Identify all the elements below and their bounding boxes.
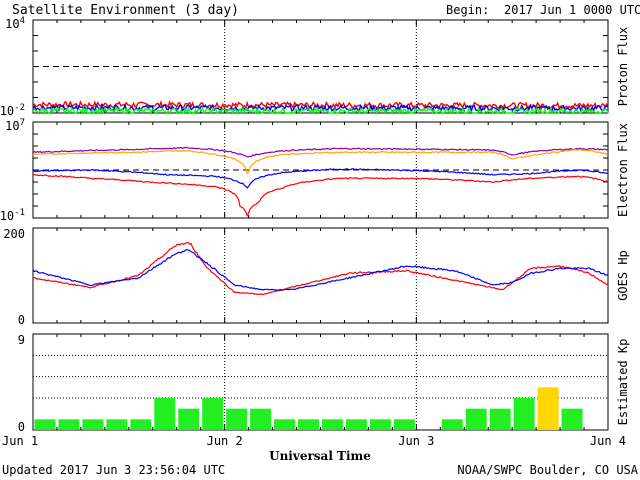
series-electron-blue (32, 168, 609, 189)
kp-bar (226, 408, 248, 430)
y-tick-label-top: 9 (18, 333, 25, 347)
x-tick-label: Jun 3 (398, 434, 434, 448)
kp-bar (202, 398, 224, 430)
y-tick-label-bottom: 0 (18, 313, 25, 327)
y-tick-label-bottom: 10-1 (0, 208, 25, 223)
y-tick-label-top: 200 (3, 227, 25, 241)
panel-goes: 200 0 GOES Hp (3, 227, 630, 327)
panel-kp: 9 0 Estimated Kp (18, 333, 630, 434)
begin-value: 2017 Jun 1 0000 UTC (504, 3, 640, 17)
x-tick-label: Jun 1 (2, 434, 38, 448)
kp-bar (561, 408, 583, 430)
kp-bar (82, 419, 104, 430)
series-goes-red (32, 242, 608, 296)
kp-bar (441, 419, 463, 430)
y-tick-label-top: 104 (5, 16, 25, 31)
series-electron-orange (32, 148, 609, 175)
kp-bar (130, 419, 152, 430)
updated-label: Updated 2017 Jun (2, 463, 118, 477)
kp-bar (537, 387, 559, 430)
panel-ylabel-electron: Electron Flux (616, 123, 630, 217)
credit-text: NOAA/SWPC Boulder, CO USA (457, 463, 638, 477)
plot-title: Satellite Environment (3 day) (12, 3, 239, 18)
x-axis-ticks: Jun 1 Jun 2 Jun 3 Jun 4 (2, 434, 626, 448)
series-goes-blue (32, 248, 609, 291)
panel-ylabel-proton: Proton Flux (616, 27, 630, 106)
kp-bar (322, 419, 343, 430)
x-axis-label: Universal Time (269, 449, 371, 463)
y-tick-label-top: 107 (5, 118, 25, 133)
kp-bar (513, 398, 535, 430)
kp-bar (58, 419, 80, 430)
kp-bar (178, 408, 200, 430)
kp-bar (369, 419, 391, 430)
panel-ylabel-goes: GOES Hp (616, 250, 630, 301)
kp-bar (298, 419, 319, 430)
x-tick-label: Jun 4 (590, 434, 626, 448)
y-tick-label-bottom: 0 (18, 420, 25, 434)
panel-frame (32, 19, 609, 114)
kp-bar (154, 398, 176, 430)
kp-bar (465, 408, 487, 430)
panel-electron: 107 10-1 Electron Flux (0, 118, 630, 223)
kp-bar (34, 419, 56, 430)
kp-bar (106, 419, 128, 430)
kp-bar (274, 419, 296, 430)
begin-label: Begin: (446, 3, 489, 17)
series-proton-red (32, 100, 609, 110)
x-tick-label: Jun 2 (207, 434, 243, 448)
kp-bar (345, 419, 367, 430)
plot-panels: 104 10-2 Proton Flux 107 10-1 Electron Flux 20… (0, 16, 630, 434)
kp-bar (489, 408, 511, 430)
panel-proton: 104 10-2 Proton Flux (0, 16, 630, 118)
panel-ylabel-kp: Estimated Kp (616, 339, 630, 426)
updated-value: 3 23:56:04 UTC (124, 463, 225, 477)
kp-bar (250, 408, 272, 430)
series-electron-purple (32, 146, 609, 158)
series-electron-red (32, 173, 609, 217)
kp-bar (393, 419, 415, 430)
series-proton-green (32, 106, 609, 116)
y-tick-label-bottom: 10-2 (0, 103, 25, 118)
